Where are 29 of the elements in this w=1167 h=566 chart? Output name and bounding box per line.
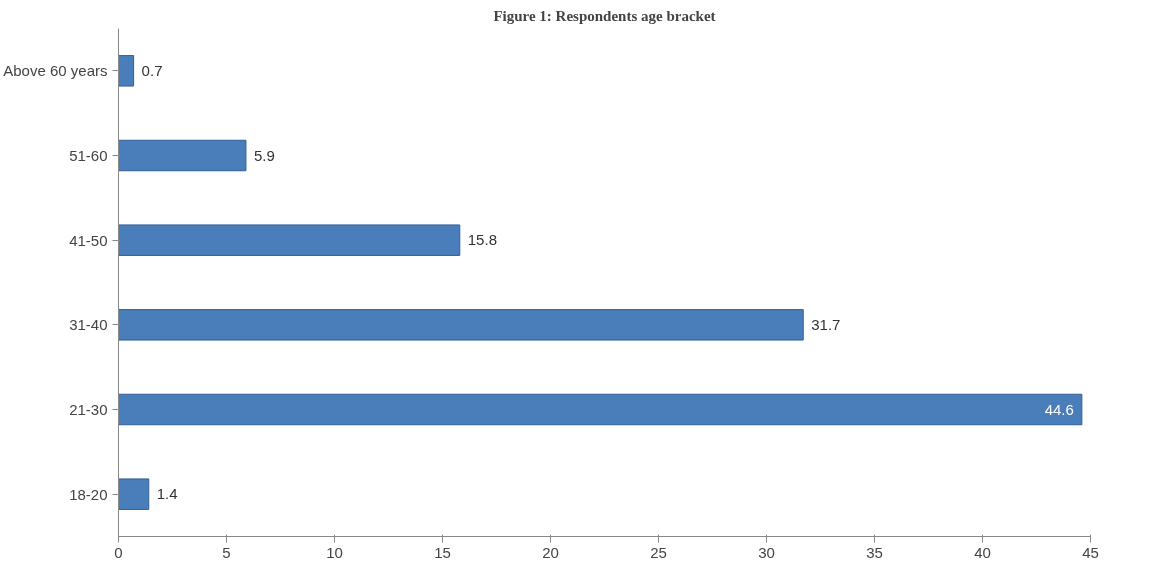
- bar: [118, 55, 135, 87]
- x-tick-label: 20: [542, 543, 559, 561]
- y-tick-label: 18-20: [69, 485, 108, 503]
- x-tick-label: 35: [866, 543, 883, 561]
- bar: [118, 309, 804, 341]
- data-label: 44.6: [1044, 400, 1074, 418]
- data-label: 15.8: [467, 231, 497, 249]
- chart-title: Figure 1: Respondents age bracket: [493, 7, 716, 24]
- x-tick-label: 10: [326, 543, 343, 561]
- x-tick-label: 45: [1082, 543, 1099, 561]
- y-tick-label: 51-60: [69, 147, 108, 164]
- x-tick-label: 15: [434, 543, 451, 561]
- bar: [118, 224, 461, 256]
- y-tick-label: 21-30: [69, 401, 108, 418]
- x-tick-label: 0: [114, 543, 123, 561]
- x-tick-label: 40: [974, 543, 991, 561]
- data-label: 1.4: [156, 485, 178, 503]
- x-tick-label: 25: [650, 543, 667, 561]
- bar: [118, 139, 247, 172]
- x-tick-label: 30: [758, 543, 775, 561]
- data-label: 31.7: [811, 315, 841, 333]
- bar: [118, 393, 1083, 426]
- x-tick-label: 5: [222, 543, 231, 561]
- data-label: 0.7: [141, 61, 163, 79]
- y-tick-label: Above 60 years: [3, 62, 108, 80]
- y-tick-label: 41-50: [69, 231, 108, 249]
- bar: [118, 478, 150, 510]
- y-tick-label: 31-40: [69, 316, 108, 334]
- data-label: 5.9: [253, 146, 275, 164]
